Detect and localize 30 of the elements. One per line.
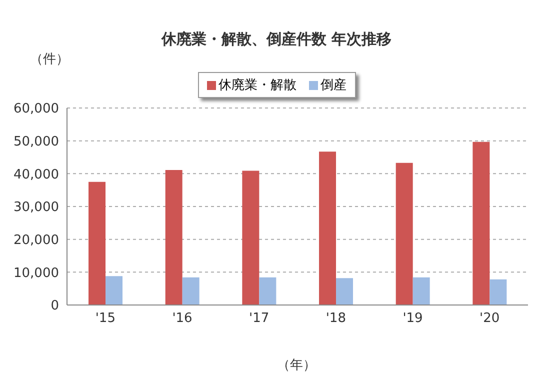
x-tick-label: '16 (172, 311, 192, 326)
legend-label: 休廃業・解散 (218, 77, 296, 94)
bar (106, 276, 123, 305)
chart-title: 休廃業・解散、倒産件数 年次推移 (160, 30, 393, 49)
x-tick-label: '18 (326, 311, 346, 326)
x-tick-label: '15 (95, 311, 116, 326)
bar (259, 277, 276, 305)
y-tick-label: 60,000 (14, 102, 59, 117)
y-axis-title: （件） (30, 51, 69, 68)
bar (88, 182, 106, 305)
bar (242, 170, 260, 305)
y-tick-label: 30,000 (14, 200, 59, 216)
bar (336, 278, 354, 305)
bar (412, 277, 430, 305)
x-tick-label: '17 (249, 311, 270, 326)
y-tick-label: 20,000 (14, 232, 59, 248)
bar (396, 162, 413, 305)
x-axis-title: （年） (276, 357, 317, 374)
bar (472, 142, 490, 305)
bar (319, 152, 336, 305)
bar (165, 170, 182, 305)
y-tick-label: 50,000 (14, 134, 59, 150)
y-tick-label: 10,000 (14, 266, 59, 281)
legend-label: 倒産 (320, 77, 346, 94)
x-tick-label: '20 (480, 311, 500, 326)
y-tick-label: 40,000 (14, 167, 59, 182)
x-tick-label: '19 (402, 311, 423, 326)
bar (182, 277, 200, 305)
y-tick-label: 0 (50, 298, 59, 314)
bar (490, 279, 507, 305)
